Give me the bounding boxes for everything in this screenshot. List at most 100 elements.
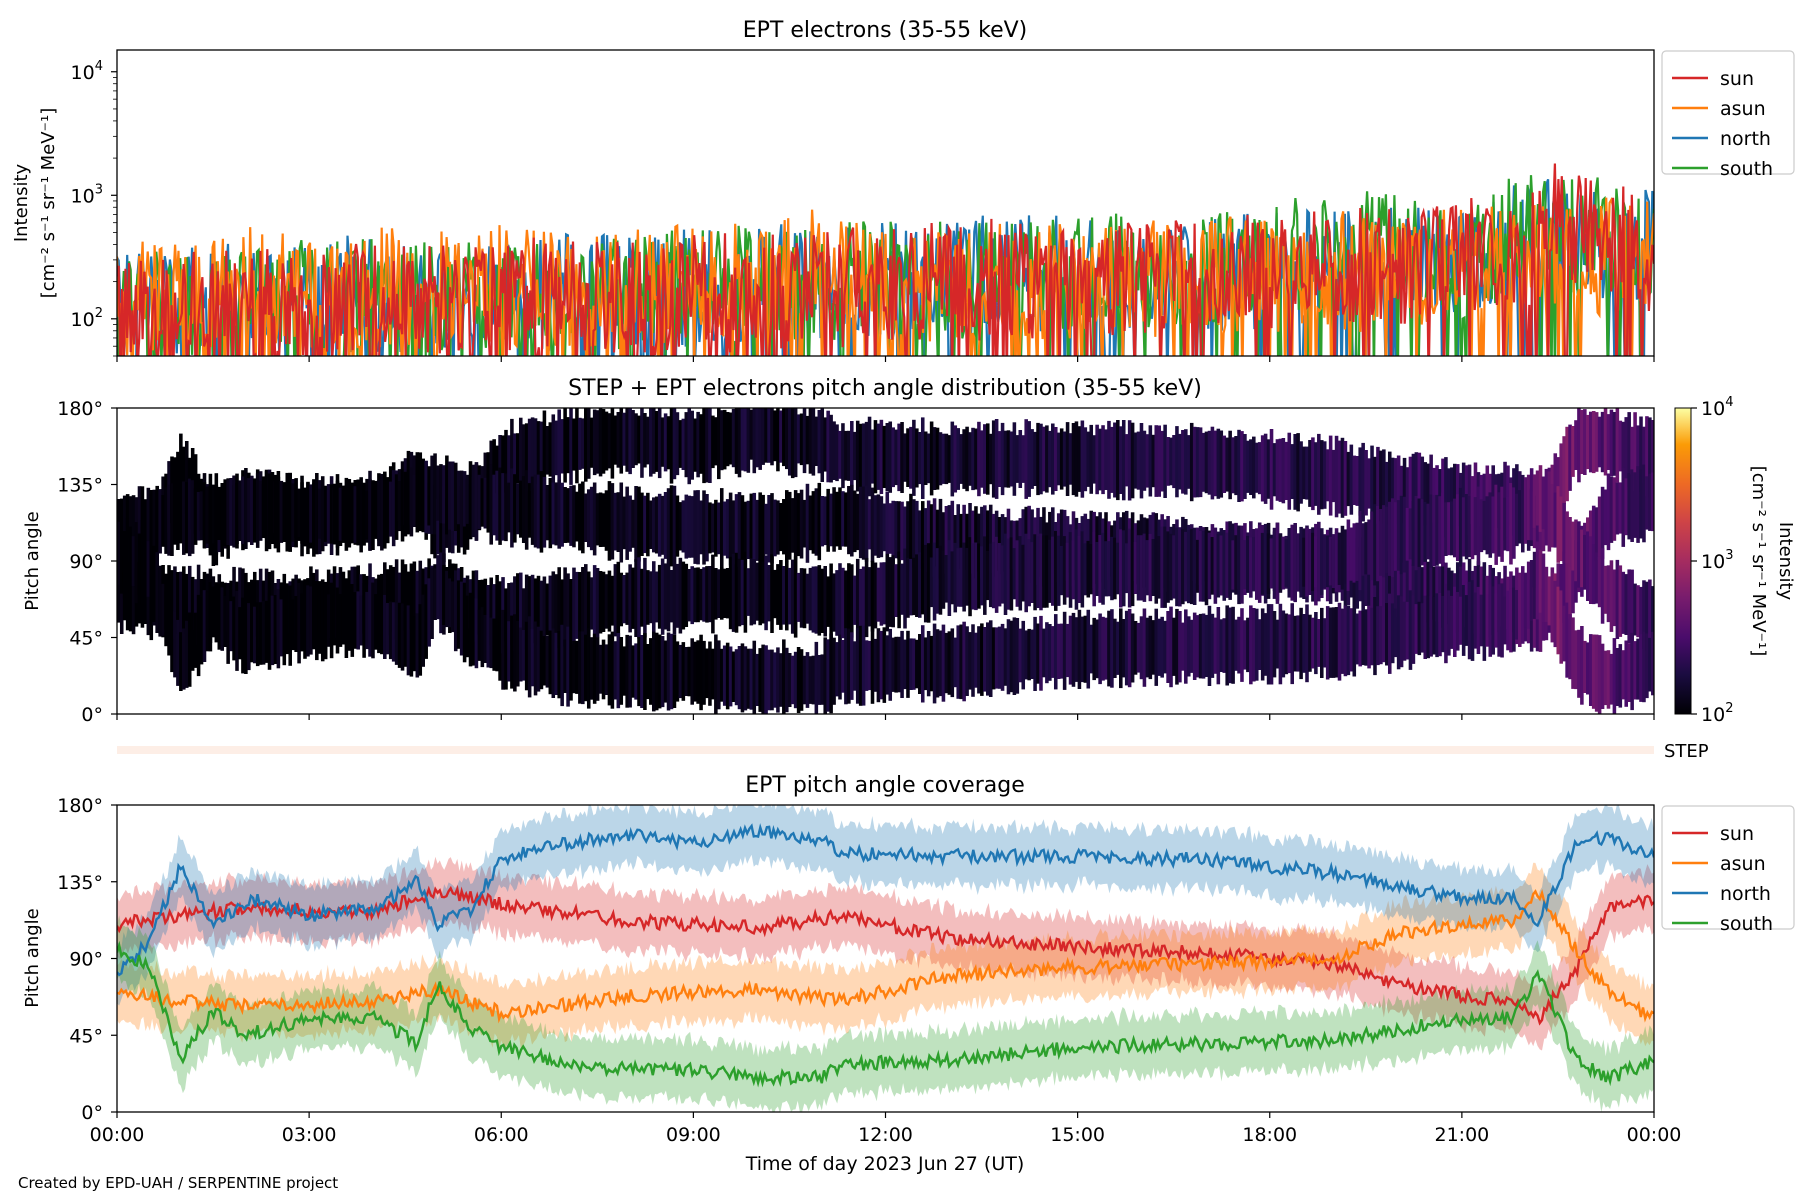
x-axis-label: Time of day 2023 Jun 27 (UT) (745, 1153, 1025, 1175)
pad-cell (882, 425, 887, 488)
pad-cell (817, 410, 822, 474)
legend-label-north: north (1720, 883, 1771, 905)
pad-cell (941, 550, 946, 609)
pad-cell (770, 408, 774, 466)
pad-cell (675, 641, 680, 702)
pad-cell (1526, 561, 1531, 629)
pad-cell (223, 595, 227, 647)
pad-cell (785, 490, 789, 563)
pad-cell (1355, 456, 1360, 506)
pad-cell (666, 632, 671, 711)
pad-cell (1639, 634, 1643, 702)
pad-cell (1586, 531, 1590, 601)
legend-label-south: south (1720, 158, 1773, 180)
pad-cell (1444, 457, 1448, 538)
pad-cell (926, 433, 931, 484)
pad-cell (776, 500, 780, 555)
pad-cell (554, 574, 559, 643)
pad-cell (805, 415, 810, 465)
pad-cell (870, 627, 875, 704)
pad-cell (1121, 619, 1126, 678)
pad-cell (1624, 417, 1628, 480)
pad-cell (1254, 528, 1259, 600)
pad-cell (1503, 497, 1507, 551)
pad-cell (861, 625, 866, 706)
pad-cell (217, 486, 222, 540)
pad-cell (1615, 482, 1620, 535)
pad-cell (604, 411, 609, 471)
pad-cell (1393, 502, 1398, 571)
pad-cell (734, 649, 739, 706)
panel3-title: EPT pitch angle coverage (745, 773, 1025, 798)
pad-cell (391, 470, 396, 547)
pad-cell (131, 536, 136, 587)
pad-cell (341, 485, 346, 543)
pad-cell (1311, 532, 1315, 591)
pad-cell (622, 496, 626, 550)
pad-cell (211, 586, 216, 638)
pad-cell (1246, 440, 1250, 493)
pad-cell (1379, 555, 1383, 607)
pad-cell (983, 424, 987, 494)
pad-cell (598, 644, 603, 694)
pad-cell (1600, 548, 1605, 624)
pad-cell (1574, 420, 1578, 470)
pad-cell (1538, 549, 1543, 613)
pad-cell (1633, 472, 1637, 538)
pad-cell (808, 408, 813, 474)
pad-cell (619, 572, 624, 627)
step-strip (117, 746, 1654, 754)
pad-cell (510, 468, 514, 548)
pad-cell (1151, 539, 1156, 596)
pad-cell (909, 426, 913, 489)
pad-cell (539, 630, 544, 690)
pad-cell (1396, 500, 1401, 571)
pad-cell (1198, 427, 1203, 498)
pad-cell (507, 482, 511, 533)
pad-cell (548, 422, 553, 477)
pad-cell (347, 485, 352, 544)
x-tick-label: 06:00 (474, 1124, 529, 1146)
pad-cell (498, 467, 502, 545)
pad-cell (1101, 425, 1105, 495)
pad-cell (1249, 537, 1253, 592)
pad-cell (953, 542, 958, 613)
pad-cell (1083, 427, 1088, 492)
pad-cell (1257, 619, 1262, 670)
pad-cell (740, 495, 745, 565)
y-tick-label: 180° (57, 795, 103, 817)
pad-cell (994, 627, 999, 689)
pad-cell (1382, 505, 1386, 578)
pad-cell (708, 641, 712, 706)
pad-cell (663, 492, 668, 559)
pad-cell (625, 486, 629, 560)
pad-cell (1588, 411, 1593, 473)
pad-cell (1281, 610, 1286, 678)
pad-cell (1042, 628, 1046, 678)
pad-cell (1006, 430, 1011, 488)
pad-cell (610, 483, 615, 560)
pad-cell (1343, 441, 1348, 516)
pad-cell (524, 621, 529, 691)
pad-cell (719, 488, 724, 569)
pad-cell (220, 587, 225, 651)
pad-cell (1222, 618, 1227, 673)
pad-cell (1633, 412, 1637, 492)
pad-cell (551, 628, 556, 698)
pad-cell (1195, 427, 1200, 498)
pad-cell (817, 482, 822, 561)
pad-cell (241, 476, 245, 545)
pad-cell (498, 581, 502, 649)
pad-cell (663, 640, 668, 703)
pad-cell (1491, 496, 1495, 554)
pad-cell (1461, 585, 1466, 656)
pad-cell (1429, 558, 1433, 628)
pad-cell (1559, 443, 1563, 510)
pad-cell (1399, 596, 1404, 668)
pad-cell (1098, 428, 1102, 491)
pad-cell (486, 474, 491, 533)
pad-cell (1071, 423, 1076, 496)
pad-cell (1618, 565, 1623, 637)
pad-cell (935, 509, 940, 567)
pad-cell (1092, 531, 1096, 607)
